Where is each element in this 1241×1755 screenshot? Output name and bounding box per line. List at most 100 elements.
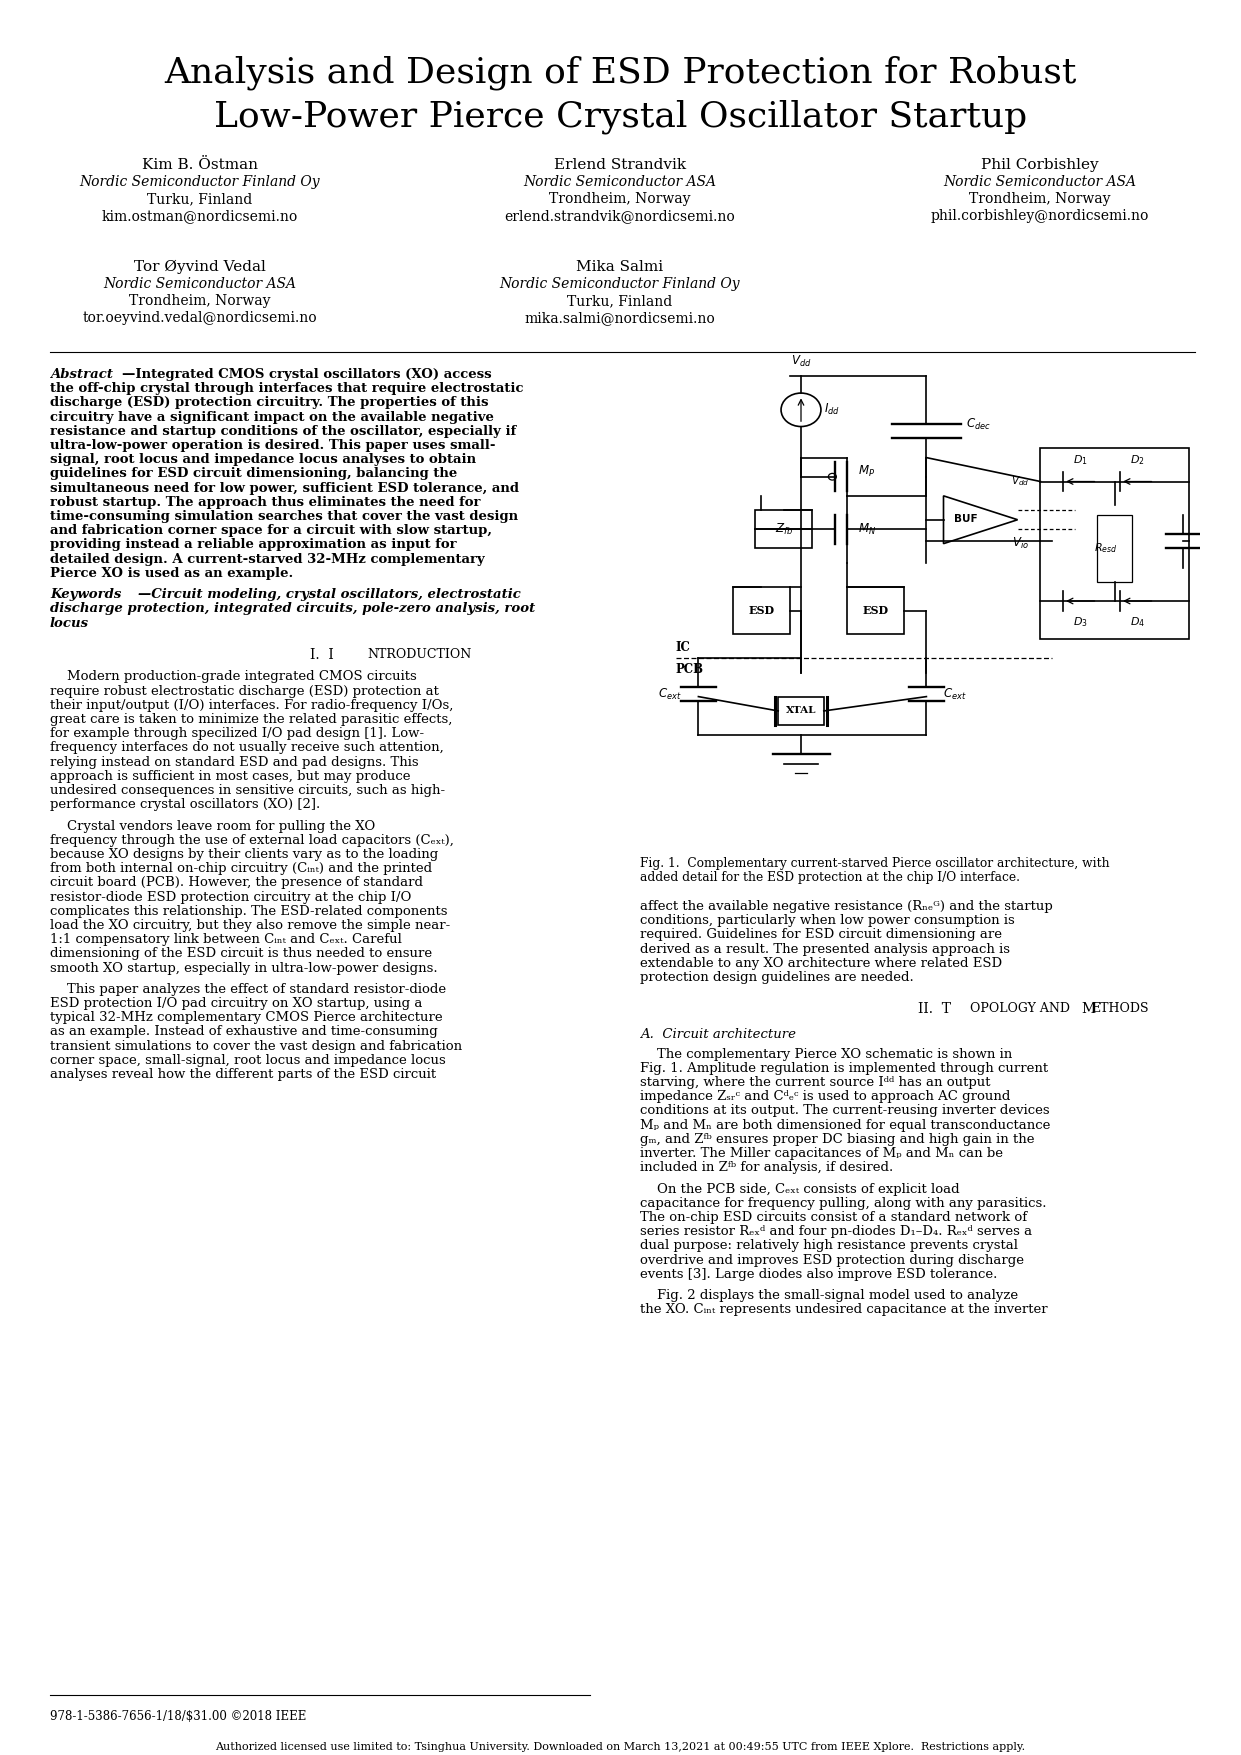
Text: The complementary Pierce XO schematic is shown in: The complementary Pierce XO schematic is… [640,1048,1013,1060]
Text: transient simulations to cover the vast design and fabrication: transient simulations to cover the vast … [50,1039,462,1053]
Text: analyses reveal how the different parts of the ESD circuit: analyses reveal how the different parts … [50,1069,436,1081]
Text: $V_{io}$: $V_{io}$ [1011,535,1029,551]
Text: Modern production-grade integrated CMOS circuits: Modern production-grade integrated CMOS … [50,670,417,683]
Text: phil.corbishley@nordicsemi.no: phil.corbishley@nordicsemi.no [931,209,1149,223]
Text: $C_{dec}$: $C_{dec}$ [967,416,992,432]
Text: On the PCB side, Cₑₓₜ consists of explicit load: On the PCB side, Cₑₓₜ consists of explic… [640,1183,959,1195]
Text: undesired consequences in sensitive circuits, such as high-: undesired consequences in sensitive circ… [50,784,446,797]
Text: discharge (ESD) protection circuitry. The properties of this: discharge (ESD) protection circuitry. Th… [50,397,489,409]
Text: resistance and startup conditions of the oscillator, especially if: resistance and startup conditions of the… [50,425,516,437]
Text: capacitance for frequency pulling, along with any parasitics.: capacitance for frequency pulling, along… [640,1197,1046,1209]
Text: overdrive and improves ESD protection during discharge: overdrive and improves ESD protection du… [640,1253,1024,1267]
Text: load the XO circuitry, but they also remove the simple near-: load the XO circuitry, but they also rem… [50,920,450,932]
Text: A.  Circuit architecture: A. Circuit architecture [640,1028,795,1041]
Text: signal, root locus and impedance locus analyses to obtain: signal, root locus and impedance locus a… [50,453,477,467]
Text: Erlend Strandvik: Erlend Strandvik [553,158,686,172]
Text: $D_2$: $D_2$ [1131,453,1144,467]
Text: Tor Øyvind Vedal: Tor Øyvind Vedal [134,260,266,274]
Text: typical 32-MHz complementary CMOS Pierce architecture: typical 32-MHz complementary CMOS Pierce… [50,1011,443,1025]
Text: require robust electrostatic discharge (ESD) protection at: require robust electrostatic discharge (… [50,684,439,698]
Bar [732,586,789,635]
Text: XTAL: XTAL [786,707,817,716]
Text: included in Zᶠᵇ for analysis, if desired.: included in Zᶠᵇ for analysis, if desired… [640,1162,894,1174]
Text: tor.oeyvind.vedal@nordicsemi.no: tor.oeyvind.vedal@nordicsemi.no [83,311,318,325]
Text: because XO designs by their clients vary as to the loading: because XO designs by their clients vary… [50,848,438,862]
Text: simultaneous need for low power, sufficient ESD tolerance, and: simultaneous need for low power, suffici… [50,481,519,495]
Text: Trondheim, Norway: Trondheim, Norway [550,191,691,205]
Text: resistor-diode ESD protection circuitry at the chip I/O: resistor-diode ESD protection circuitry … [50,890,411,904]
Text: their input/output (I/O) interfaces. For radio-frequency I/Os,: their input/output (I/O) interfaces. For… [50,698,453,713]
Text: discharge protection, integrated circuits, pole-zero analysis, root: discharge protection, integrated circuit… [50,602,535,616]
Text: Crystal vendors leave room for pulling the XO: Crystal vendors leave room for pulling t… [50,820,375,832]
Text: $C_{ext}$: $C_{ext}$ [658,686,681,702]
Text: corner space, small-signal, root locus and impedance locus: corner space, small-signal, root locus a… [50,1053,446,1067]
Text: $V_{dd}$: $V_{dd}$ [1010,474,1029,488]
Text: $D_3$: $D_3$ [1073,616,1087,628]
Text: IC: IC [675,641,690,653]
Text: This paper analyzes the effect of standard resistor-diode: This paper analyzes the effect of standa… [50,983,446,995]
Text: locus: locus [50,616,89,630]
Text: II.  T: II. T [917,1002,951,1016]
Text: Turku, Finland: Turku, Finland [148,191,253,205]
Text: smooth XO startup, especially in ultra-low-power designs.: smooth XO startup, especially in ultra-l… [50,962,438,974]
Text: conditions, particularly when low power consumption is: conditions, particularly when low power … [640,914,1015,927]
Text: Low-Power Pierce Crystal Oscillator Startup: Low-Power Pierce Crystal Oscillator Star… [213,100,1028,135]
Text: affect the available negative resistance (Rₙₑᴳ) and the startup: affect the available negative resistance… [640,900,1052,913]
Text: kim.ostman@nordicsemi.no: kim.ostman@nordicsemi.no [102,209,298,223]
Text: starving, where the current source Iᵈᵈ has an output: starving, where the current source Iᵈᵈ h… [640,1076,990,1090]
Text: M: M [1081,1002,1096,1016]
Text: required. Guidelines for ESD circuit dimensioning are: required. Guidelines for ESD circuit dim… [640,928,1001,941]
Text: for example through specilized I/O pad design [1]. Low-: for example through specilized I/O pad d… [50,727,424,741]
Text: OPOLOGY AND: OPOLOGY AND [969,1002,1070,1014]
Text: mika.salmi@nordicsemi.no: mika.salmi@nordicsemi.no [525,311,715,325]
Bar [1097,514,1132,583]
Text: $C_{ext}$: $C_{ext}$ [943,686,967,702]
Text: great care is taken to minimize the related parasitic effects,: great care is taken to minimize the rela… [50,713,453,727]
Text: events [3]. Large diodes also improve ESD tolerance.: events [3]. Large diodes also improve ES… [640,1267,998,1281]
Bar [1040,448,1189,639]
Text: dual purpose: relatively high resistance prevents crystal: dual purpose: relatively high resistance… [640,1239,1018,1253]
Text: $M_N$: $M_N$ [858,521,876,537]
Text: ETHODS: ETHODS [1091,1002,1149,1014]
Text: Authorized licensed use limited to: Tsinghua University. Downloaded on March 13,: Authorized licensed use limited to: Tsin… [216,1743,1025,1751]
Text: series resistor Rₑₓᵈ and four pn-diodes D₁–D₄. Rₑₓᵈ serves a: series resistor Rₑₓᵈ and four pn-diodes … [640,1225,1033,1239]
Text: protection design guidelines are needed.: protection design guidelines are needed. [640,971,913,985]
Text: Nordic Semiconductor ASA: Nordic Semiconductor ASA [524,176,716,190]
Text: conditions at its output. The current-reusing inverter devices: conditions at its output. The current-re… [640,1104,1050,1118]
Text: and fabrication corner space for a circuit with slow startup,: and fabrication corner space for a circu… [50,525,491,537]
Text: derived as a result. The presented analysis approach is: derived as a result. The presented analy… [640,942,1010,956]
Text: Fig. 2 displays the small-signal model used to analyze: Fig. 2 displays the small-signal model u… [640,1290,1018,1302]
Text: $V_{dd}$: $V_{dd}$ [791,355,812,369]
Bar [778,697,824,725]
Text: Abstract: Abstract [50,369,113,381]
Text: Nordic Semiconductor Finland Oy: Nordic Semiconductor Finland Oy [500,277,741,291]
Text: Pierce XO is used as an example.: Pierce XO is used as an example. [50,567,293,579]
Text: frequency interfaces do not usually receive such attention,: frequency interfaces do not usually rece… [50,741,444,755]
Text: Fig. 1.  Complementary current-starved Pierce oscillator architecture, with: Fig. 1. Complementary current-starved Pi… [640,856,1109,870]
Text: Fig. 1. Amplitude regulation is implemented through current: Fig. 1. Amplitude regulation is implemen… [640,1062,1049,1074]
Bar [756,511,813,548]
Text: guidelines for ESD circuit dimensioning, balancing the: guidelines for ESD circuit dimensioning,… [50,467,457,481]
Text: Analysis and Design of ESD Protection for Robust: Analysis and Design of ESD Protection fo… [164,54,1077,90]
Text: Mika Salmi: Mika Salmi [576,260,664,274]
Text: $M_P$: $M_P$ [858,465,875,479]
Text: dimensioning of the ESD circuit is thus needed to ensure: dimensioning of the ESD circuit is thus … [50,948,432,960]
Text: Nordic Semiconductor ASA: Nordic Semiconductor ASA [103,277,297,291]
Text: detailed design. A current-starved 32-MHz complementary: detailed design. A current-starved 32-MH… [50,553,485,565]
Text: relying instead on standard ESD and pad designs. This: relying instead on standard ESD and pad … [50,756,418,769]
Text: ESD: ESD [862,605,889,616]
Text: from both internal on-chip circuitry (Cᵢₙₜ) and the printed: from both internal on-chip circuitry (Cᵢ… [50,862,432,876]
Text: impedance Zₛᵣᶜ and Cᵈₑᶜ is used to approach AC ground: impedance Zₛᵣᶜ and Cᵈₑᶜ is used to appro… [640,1090,1010,1104]
Text: as an example. Instead of exhaustive and time-consuming: as an example. Instead of exhaustive and… [50,1025,438,1039]
Text: Trondheim, Norway: Trondheim, Norway [129,295,271,307]
Text: frequency through the use of external load capacitors (Cₑₓₜ),: frequency through the use of external lo… [50,834,454,846]
Text: the XO. Cᵢₙₜ represents undesired capacitance at the inverter: the XO. Cᵢₙₜ represents undesired capaci… [640,1304,1047,1316]
Text: time-consuming simulation searches that cover the vast design: time-consuming simulation searches that … [50,511,519,523]
Text: $D_1$: $D_1$ [1073,453,1087,467]
Text: The on-chip ESD circuits consist of a standard network of: The on-chip ESD circuits consist of a st… [640,1211,1028,1223]
Text: ultra-low-power operation is desired. This paper uses small-: ultra-low-power operation is desired. Th… [50,439,495,453]
Text: $I_{dd}$: $I_{dd}$ [824,402,840,418]
Text: $R_{esd}$: $R_{esd}$ [1095,542,1118,555]
Text: Trondheim, Norway: Trondheim, Norway [969,191,1111,205]
Text: Phil Corbishley: Phil Corbishley [982,158,1098,172]
